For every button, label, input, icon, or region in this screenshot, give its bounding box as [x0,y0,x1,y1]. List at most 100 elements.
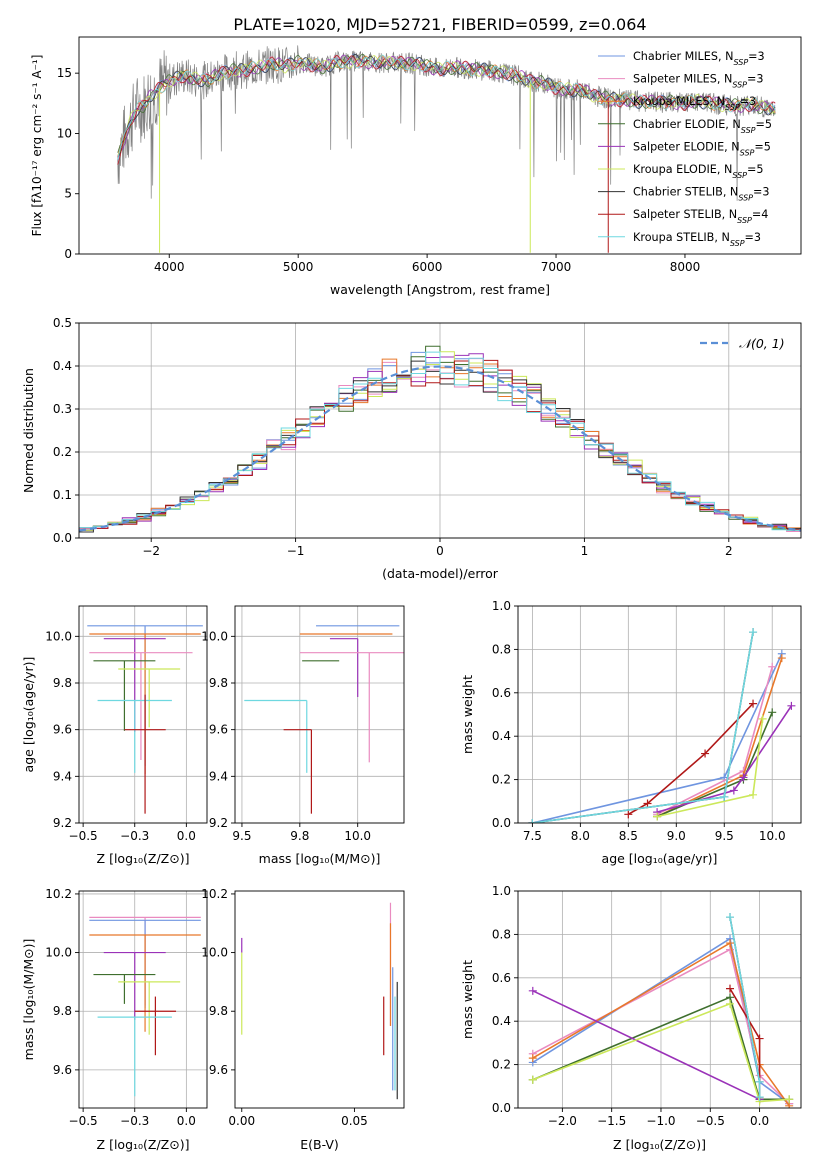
age_vs_mass-ytick-label: 9.6 [209,723,228,737]
normal-curve [79,365,801,532]
massweight_vs_Z-border [517,890,802,1109]
mass_vs_Z-axes [79,891,207,1108]
legend-label-c_stelib: Chabrier STELIB, NSSP=3 [633,186,770,203]
series-point-s_elodie [729,786,738,795]
spectrum-ytick-label: 15 [57,66,72,80]
age_vs_Z-ytick-label: 9.4 [53,769,72,783]
massweight_vs_Z-ytick-label: 1.0 [492,884,511,898]
massweight_vs_Z-ytick-label: 0.2 [492,1058,511,1072]
age_vs_mass-xtick-label: 9.8 [290,829,309,843]
mass_vs_Z-plot-area [89,916,201,1097]
spectrum-border [78,36,802,255]
massweight_vs_age-ytick-label: 0.0 [492,816,511,830]
series-line-k_miles [656,657,783,818]
series-point-k_stelib [726,913,735,922]
residual_hist-plot-area [79,345,801,533]
mass_vs_Z-xtick-label: 0.0 [177,1114,196,1128]
age_vs_Z-ytick-label: 9.6 [53,723,72,737]
spectrum-xtick-label: 7000 [541,260,572,274]
series-point-k_stelib [749,628,758,637]
massweight_vs_Z-ytick-label: 0.4 [492,1014,511,1028]
massweight_vs_age-ytick-label: 1.0 [492,599,511,613]
massweight_vs_Z-xtick-label: −0.5 [696,1114,725,1128]
age_vs_Z-border [78,605,208,824]
series-point-s_stelib [726,984,735,993]
spectrum-ylabel: Flux [fλ10⁻¹⁷ erg cm⁻² s⁻¹ A⁻¹] [30,55,44,237]
mass_vs_ebv-ytick-label: 10.0 [201,946,228,960]
age_vs_mass-plot-area [244,625,404,814]
series-point-k_elodie [758,714,767,723]
mass_vs_ebv-xlabel: E(B-V) [300,1137,339,1152]
spectrum-xtick-label: 8000 [670,260,701,274]
age_vs_mass-xtick-label: 9.5 [232,829,251,843]
residual_hist-ylabel: Normed distribution [21,368,36,493]
age_vs_Z-frame: −0.5 −0.3 0.0 9.2 9.4 9.6 9.8 10.0 Z [log₁₀(Z/Z⊙… [21,605,208,866]
residual_hist-ytick-label: 0.5 [53,316,72,330]
series-point-s_stelib [701,749,710,758]
hist-legend-label: 𝒩(0, 1) [739,336,785,351]
series-line-k_elodie [532,1002,790,1103]
age_vs_Z-ytick-label: 10.0 [45,629,72,643]
massweight_vs_Z-xlabel: Z [log₁₀(Z/Z⊙)] [613,1137,706,1152]
massweight_vs_Z-ytick-label: 0.8 [492,927,511,941]
residual_hist-xtick-label: −2 [142,544,160,558]
age_vs_mass-border [234,605,405,824]
model-spectrum-s_elodie [117,54,776,157]
massweight_vs_Z-ytick-label: 0.0 [492,1101,511,1115]
hist-step-k_stelib [79,351,801,531]
spectrum-xtick-label: 5000 [283,260,314,274]
series-point-c_elodie [768,708,777,717]
spectrum-xlabel: wavelength [Angstrom, rest frame] [330,282,550,297]
residual_hist-xtick-label: 1 [581,544,589,558]
legend-label-s_elodie: Salpeter ELODIE, NSSP=5 [633,140,771,157]
figure-title: PLATE=1020, MJD=52721, FIBERID=0599, z=0… [233,15,646,34]
model-spectrum-k_stelib [117,54,776,160]
massweight_vs_age-xtick-label: 8.5 [619,829,638,843]
residual_hist-xtick-label: 0 [436,544,444,558]
massweight_vs_Z-ytick-label: 0.6 [492,971,511,985]
residual_hist-xtick-label: −1 [287,544,305,558]
spectrum-ytick-label: 5 [64,187,72,201]
massweight_vs_age-ytick-label: 0.4 [492,729,511,743]
series-point-k_elodie [726,999,735,1008]
residual_hist-ytick-label: 0.2 [53,445,72,459]
age_vs_mass-ytick-label: 10.0 [201,629,228,643]
mass_vs_Z-ytick-label: 9.8 [53,1004,72,1018]
legend-label-c_miles: Chabrier MILES, NSSP=3 [633,50,765,67]
series-point-k_elodie [528,1075,537,1084]
residual_hist-xtick-label: 2 [725,544,733,558]
series-line-s_elodie [532,990,760,1101]
series-point-k_stelib [755,1077,764,1086]
series-point-k_stelib [755,1093,764,1102]
massweight_vs_Z-frame: −2.0 −1.5 −1.0 −0.5 0.0 0.0 0.2 0.4 0.6 0.8 1.0 Z [… [460,884,802,1152]
mass_vs_Z-ytick-label: 10.2 [45,887,72,901]
legend-label-k_miles: Kroupa MILES, NSSP=3 [633,95,756,112]
model-spectrum-s_miles [117,55,776,165]
residual_hist-ytick-label: 0.1 [53,488,72,502]
series-point-s_stelib [755,1034,764,1043]
series-point-s_elodie [739,773,748,782]
massweight_vs_Z-xtick-label: −1.0 [646,1114,675,1128]
age_vs_Z-plot-area [87,625,203,814]
mass_vs_Z-xlabel: Z [log₁₀(Z/Z⊙)] [97,1137,190,1152]
age_vs_mass-axes [235,606,404,824]
age_vs_Z-xtick-label: −0.3 [120,829,149,843]
residual_hist-ytick-label: 0.3 [53,402,72,416]
spectrum-xtick-label: 4000 [154,260,185,274]
mass_vs_Z-ytick-label: 10.0 [45,946,72,960]
massweight_vs_age-ytick-label: 0.8 [492,642,511,656]
legend-label-s_miles: Salpeter MILES, NSSP=3 [633,73,764,90]
legend-label-s_stelib: Salpeter STELIB, NSSP=4 [633,208,768,225]
spectrum-ytick-label: 0 [64,247,72,261]
massweight_vs_age-plot-area [528,628,796,823]
mass_vs_ebv-ytick-label: 9.6 [209,1063,228,1077]
mass_vs_ebv-ytick-label: 9.8 [209,1004,228,1018]
age_vs_Z-ytick-label: 9.2 [53,816,72,830]
massweight_vs_Z-xtick-label: −1.5 [597,1114,626,1128]
age_vs_mass-ytick-label: 9.2 [209,816,228,830]
legend-label-k_stelib: Kroupa STELIB, NSSP=3 [633,231,761,248]
spectrum-xtick-label: 6000 [412,260,443,274]
series-point-k_stelib [720,792,729,801]
legend-label-c_elodie: Chabrier ELODIE, NSSP=5 [633,118,772,135]
